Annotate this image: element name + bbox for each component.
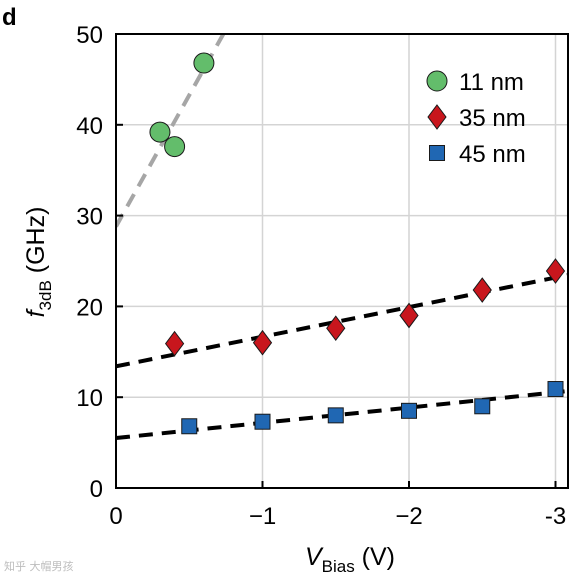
y-tick-label: 50 (76, 22, 103, 49)
data-point (399, 302, 419, 329)
x-tick-label: −1 (249, 503, 276, 530)
y-axis-label: f3dB (GHz) (22, 207, 55, 318)
legend-label: 11 nm (459, 69, 524, 96)
data-point (545, 258, 566, 284)
fit-line-35-nm (116, 273, 568, 369)
legend-marker (429, 145, 445, 161)
data-point (164, 136, 186, 158)
data-point (547, 381, 564, 398)
data-point (193, 52, 215, 74)
y-tick-label: 10 (76, 385, 103, 412)
y-tick-label: 20 (76, 294, 103, 321)
x-tick-label: -3 (545, 503, 566, 530)
panel-label: d (2, 4, 17, 31)
legend-label: 35 nm (459, 105, 526, 132)
y-tick-label: 30 (76, 204, 103, 231)
watermark: 知乎 大帽男孩 (4, 560, 74, 573)
data-point (326, 315, 346, 342)
plot-frame (115, 33, 569, 489)
data-point (474, 398, 491, 415)
data-point (164, 330, 185, 357)
data-point (254, 413, 271, 430)
y-tick-label: 0 (90, 476, 103, 503)
x-axis-label: VBias (V) (305, 543, 395, 576)
data-point (252, 329, 273, 356)
data-point (472, 277, 492, 303)
x-tick-label: −2 (395, 503, 422, 530)
legend-label: 45 nm (459, 141, 526, 168)
x-tick-label: 0 (109, 503, 122, 530)
legend-marker (426, 70, 448, 92)
data-point (401, 402, 417, 419)
y-tick-label: 40 (76, 113, 103, 140)
data-point (327, 407, 344, 424)
data-point (149, 121, 171, 143)
legend-marker (427, 104, 447, 130)
data-point (181, 418, 198, 435)
